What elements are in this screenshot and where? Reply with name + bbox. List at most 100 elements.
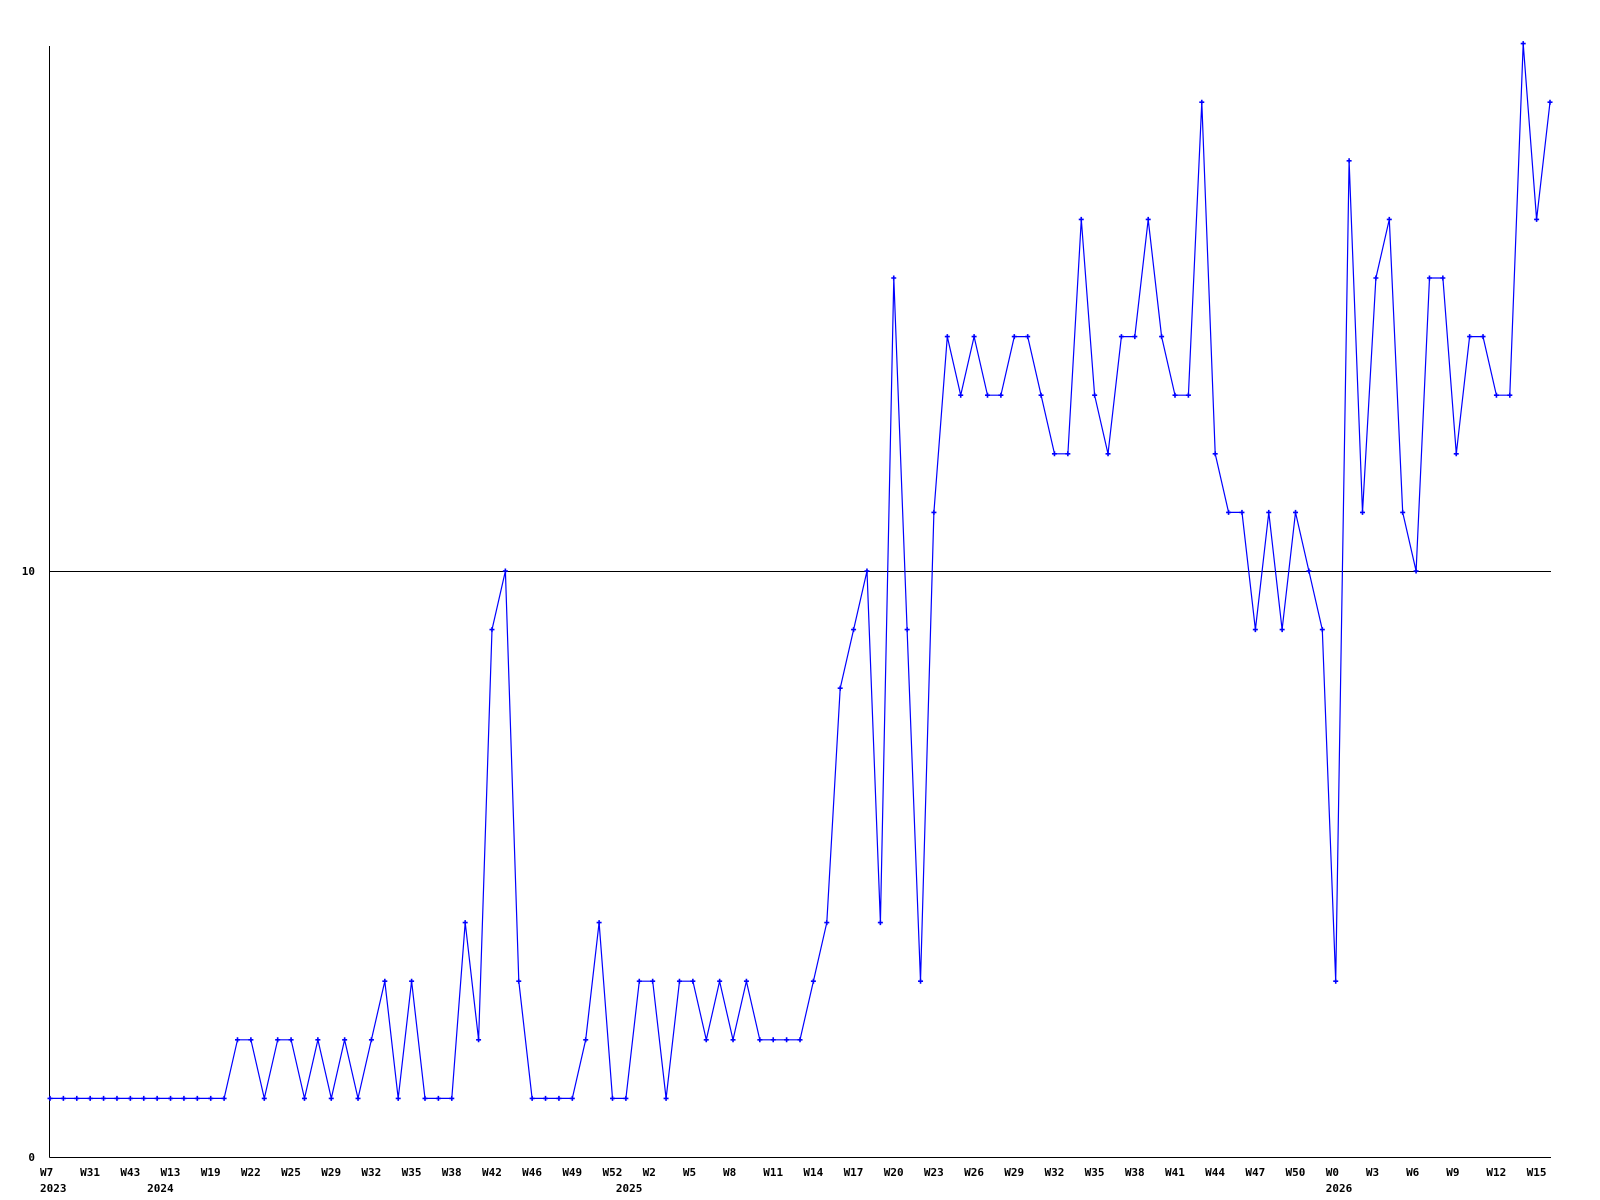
data-point-marker <box>1426 275 1432 281</box>
x-tick-label: W29 <box>1004 1166 1024 1179</box>
data-point-marker <box>569 1095 575 1101</box>
data-point-marker <box>810 978 816 984</box>
data-point-marker <box>1279 627 1285 633</box>
data-point-marker <box>1493 392 1499 398</box>
year-label: 2025 <box>616 1182 643 1195</box>
data-point-marker <box>502 568 508 574</box>
data-point-marker <box>944 334 950 340</box>
data-point-marker <box>1520 41 1526 47</box>
data-point-marker <box>288 1037 294 1043</box>
data-point-marker <box>1547 99 1553 105</box>
data-point-marker <box>141 1095 147 1101</box>
x-tick-label: W29 <box>321 1166 341 1179</box>
data-point-marker <box>301 1095 307 1101</box>
data-point-marker <box>1132 334 1138 340</box>
data-point-marker <box>784 1037 790 1043</box>
data-point-marker <box>663 1095 669 1101</box>
data-point-marker <box>435 1095 441 1101</box>
x-tick-label: W19 <box>201 1166 221 1179</box>
data-point-marker <box>1507 392 1513 398</box>
data-point-marker <box>221 1095 227 1101</box>
data-point-marker <box>543 1095 549 1101</box>
data-point-marker <box>275 1037 281 1043</box>
x-tick-label: W5 <box>683 1166 696 1179</box>
x-tick-label: W38 <box>442 1166 462 1179</box>
x-tick-label: W14 <box>803 1166 823 1179</box>
x-tick-label: W38 <box>1125 1166 1145 1179</box>
x-tick-label: W2 <box>643 1166 656 1179</box>
x-tick-label: W8 <box>723 1166 736 1179</box>
data-point-marker <box>1212 451 1218 457</box>
x-tick-label: W6 <box>1406 1166 1420 1179</box>
data-point-marker <box>770 1037 776 1043</box>
data-point-marker <box>1118 334 1124 340</box>
data-point-marker <box>127 1095 133 1101</box>
data-point-marker <box>1011 334 1017 340</box>
x-tick-label: W0 <box>1326 1166 1339 1179</box>
x-tick-label: W20 <box>884 1166 904 1179</box>
year-label: 2024 <box>147 1182 174 1195</box>
y-tick-label: 0 <box>28 1151 35 1164</box>
data-point-marker <box>368 1037 374 1043</box>
x-axis-labels: W7 W31 W43 W13 W19 W22 W25 W29 W32 W35 W38 W42 W46 W4… <box>40 1166 1546 1195</box>
data-point-marker <box>1319 627 1325 633</box>
data-point-marker <box>1092 392 1098 398</box>
data-point-marker <box>342 1037 348 1043</box>
data-point-marker <box>1078 216 1084 222</box>
data-point-marker <box>717 978 723 984</box>
x-tick-label: W35 <box>1085 1166 1105 1179</box>
x-tick-label: W9 <box>1446 1166 1459 1179</box>
data-point-marker <box>623 1095 629 1101</box>
data-point-marker <box>1065 451 1071 457</box>
data-point-marker <box>315 1037 321 1043</box>
data-point-marker <box>1172 392 1178 398</box>
data-point-marker <box>449 1095 455 1101</box>
x-tick-label: W3 <box>1366 1166 1379 1179</box>
data-point-marker <box>1480 334 1486 340</box>
data-point-marker <box>676 978 682 984</box>
data-point-marker <box>516 978 522 984</box>
data-point-marker <box>1400 509 1406 515</box>
data-point-marker <box>1038 392 1044 398</box>
data-point-marker <box>181 1095 187 1101</box>
data-point-marker <box>757 1037 763 1043</box>
x-tick-label: W44 <box>1205 1166 1225 1179</box>
data-point-marker <box>1386 216 1392 222</box>
y-axis-labels: 0 10 <box>22 565 35 1164</box>
data-point-marker <box>596 920 602 926</box>
x-tick-label: W31 <box>80 1166 100 1179</box>
data-point-marker <box>1159 334 1165 340</box>
data-point-marker <box>730 1037 736 1043</box>
data-point-marker <box>1360 509 1365 515</box>
data-point-marker <box>87 1095 93 1101</box>
data-point-marker <box>918 978 924 984</box>
data-point-marker <box>409 978 415 984</box>
data-point-marker <box>650 978 656 984</box>
data-point-marker <box>382 978 388 984</box>
data-point-marker <box>797 1037 803 1043</box>
data-point-marker <box>985 392 990 398</box>
data-point-marker <box>208 1095 214 1101</box>
y-tick-label: 10 <box>22 565 35 578</box>
data-point-marker <box>1105 451 1111 457</box>
data-point-marker <box>1051 451 1057 457</box>
data-point-marker <box>154 1095 160 1101</box>
data-point-marker <box>101 1095 107 1101</box>
x-tick-label: W49 <box>562 1166 582 1179</box>
data-point-marker <box>1226 509 1232 515</box>
x-tick-label: W26 <box>964 1166 984 1179</box>
data-point-marker <box>489 627 495 633</box>
data-point-marker <box>1333 978 1339 984</box>
data-point-marker <box>395 1095 401 1101</box>
data-point-marker <box>1306 568 1312 574</box>
data-point-marker <box>1373 275 1379 281</box>
data-point-marker <box>168 1095 174 1101</box>
x-tick-label: W23 <box>924 1166 944 1179</box>
x-tick-label: W25 <box>281 1166 301 1179</box>
data-point-marker <box>864 568 870 574</box>
x-tick-label: W17 <box>844 1166 864 1179</box>
x-tick-label: W47 <box>1245 1166 1265 1179</box>
data-point-marker <box>235 1037 240 1043</box>
data-point-marker <box>851 627 857 633</box>
